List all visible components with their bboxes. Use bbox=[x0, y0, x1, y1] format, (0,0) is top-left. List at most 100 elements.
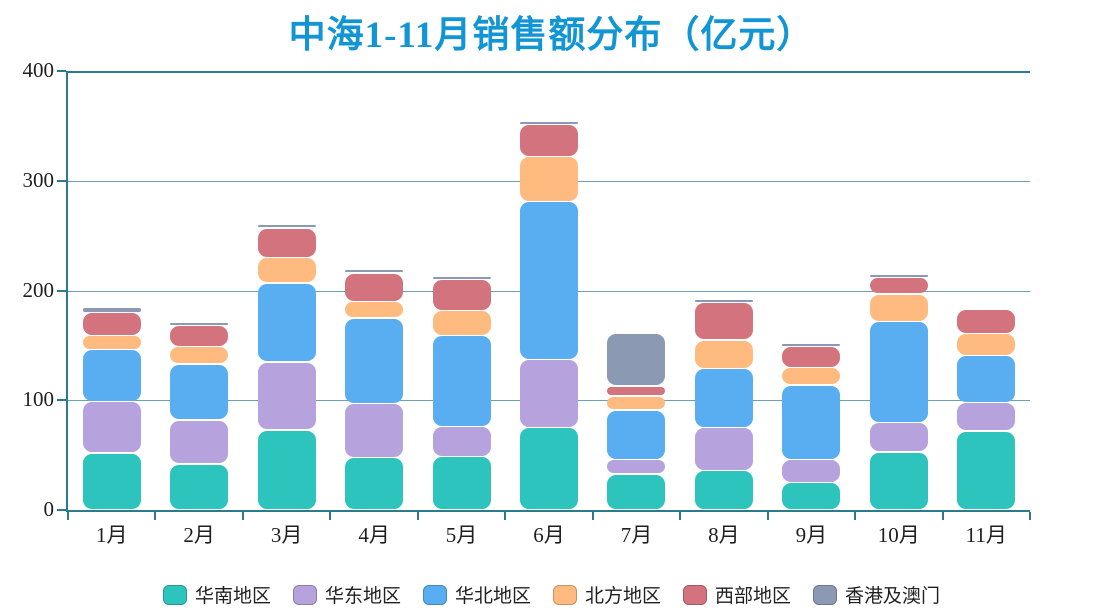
legend-item-华北地区: 华北地区 bbox=[422, 581, 531, 608]
bar-segment-华南地区 bbox=[694, 471, 753, 510]
y-axis-tick bbox=[57, 70, 66, 72]
bar-segment-华东地区 bbox=[957, 403, 1016, 431]
bar-segment-华北地区 bbox=[82, 350, 141, 401]
bar-segment-华北地区 bbox=[782, 385, 841, 459]
bar-segment-西部地区 bbox=[432, 280, 491, 310]
bar-segment-华南地区 bbox=[82, 453, 141, 510]
x-axis-label: 11月 bbox=[965, 523, 1007, 547]
bar-segment-华东地区 bbox=[694, 428, 753, 470]
bar-segment-香港及澳门 bbox=[170, 323, 229, 325]
bar-segment-华东地区 bbox=[345, 404, 404, 457]
y-axis-label: 400 bbox=[22, 58, 55, 82]
bar-segment-华南地区 bbox=[345, 458, 404, 510]
bar-segment-西部地区 bbox=[82, 313, 141, 335]
legend-item-西部地区: 西部地区 bbox=[683, 581, 791, 608]
legend-label: 西部地区 bbox=[715, 586, 792, 607]
chart-title: 中海1-11月销售额分布（亿元） bbox=[288, 15, 815, 56]
bar-segment-香港及澳门 bbox=[432, 276, 491, 279]
bar-segment-华南地区 bbox=[170, 464, 229, 510]
x-axis-label: 8月 bbox=[708, 523, 740, 547]
y-axis-tick bbox=[57, 289, 66, 292]
bar-segment-北方地区 bbox=[694, 340, 753, 368]
bar-segment-北方地区 bbox=[869, 294, 928, 321]
bar-segment-香港及澳门 bbox=[82, 307, 141, 312]
y-axis-label: 300 bbox=[22, 167, 55, 192]
x-axis-label: 7月 bbox=[620, 523, 653, 547]
x-axis-tick bbox=[241, 512, 244, 520]
bar-segment-香港及澳门 bbox=[345, 270, 404, 273]
bar-segment-北方地区 bbox=[957, 334, 1016, 355]
legend-item-北方地区: 北方地区 bbox=[553, 581, 661, 608]
x-axis-tick bbox=[679, 512, 682, 520]
bar-segment-香港及澳门 bbox=[782, 343, 841, 346]
bar-segment-华东地区 bbox=[82, 402, 141, 453]
bar-segment-西部地区 bbox=[520, 125, 578, 156]
bar-segment-华北地区 bbox=[345, 318, 404, 403]
bar-segment-华北地区 bbox=[170, 364, 229, 420]
bar-segment-北方地区 bbox=[345, 302, 404, 318]
bar-segment-华东地区 bbox=[170, 420, 229, 464]
bar-segment-华北地区 bbox=[694, 369, 753, 427]
x-axis-label: 10月 bbox=[877, 523, 920, 547]
bar-segment-华东地区 bbox=[869, 422, 928, 452]
bar-segment-北方地区 bbox=[520, 157, 578, 201]
bar-segment-香港及澳门 bbox=[869, 274, 928, 277]
x-axis-label: 4月 bbox=[358, 523, 390, 547]
bar-segment-华南地区 bbox=[957, 431, 1016, 510]
bar-segment-华南地区 bbox=[869, 452, 928, 510]
bar-segment-华南地区 bbox=[782, 483, 841, 510]
bar-segment-西部地区 bbox=[257, 228, 316, 257]
x-axis-tick bbox=[154, 512, 157, 520]
x-axis-tick bbox=[854, 512, 857, 520]
bar-segment-香港及澳门 bbox=[607, 334, 666, 386]
y-axis-tick bbox=[57, 509, 66, 511]
legend-label: 香港及澳门 bbox=[845, 586, 941, 607]
bar-segment-华北地区 bbox=[257, 283, 316, 362]
bar-segment-华南地区 bbox=[520, 428, 578, 510]
x-axis-tick bbox=[329, 512, 332, 520]
legend-swatch-icon bbox=[162, 584, 187, 605]
x-axis-label: 6月 bbox=[533, 523, 565, 547]
y-axis-label: 200 bbox=[22, 277, 55, 302]
bar-segment-北方地区 bbox=[432, 310, 491, 335]
bar-segment-北方地区 bbox=[82, 336, 141, 350]
y-axis-tick bbox=[57, 399, 66, 402]
legend-swatch-icon bbox=[683, 584, 708, 605]
bar-segment-香港及澳门 bbox=[694, 300, 753, 302]
x-axis-label: 9月 bbox=[795, 523, 828, 547]
legend-item-香港及澳门: 香港及澳门 bbox=[813, 581, 940, 608]
bar-segment-华东地区 bbox=[257, 362, 316, 430]
legend-swatch-icon bbox=[553, 584, 577, 605]
bar-segment-华东地区 bbox=[607, 460, 666, 474]
bar-segment-华南地区 bbox=[432, 456, 491, 510]
bar-segment-北方地区 bbox=[782, 368, 841, 385]
bar-segment-西部地区 bbox=[694, 303, 753, 340]
bar-segment-西部地区 bbox=[957, 309, 1016, 333]
legend-label: 华北地区 bbox=[454, 586, 531, 607]
x-axis-label: 2月 bbox=[183, 523, 215, 547]
bar-segment-华东地区 bbox=[432, 427, 491, 456]
bar-segment-华南地区 bbox=[607, 474, 666, 510]
y-axis-label: 0 bbox=[43, 497, 55, 521]
y-axis-label: 100 bbox=[22, 387, 55, 412]
bar-segment-北方地区 bbox=[170, 347, 229, 364]
legend-item-华东地区: 华东地区 bbox=[292, 581, 401, 608]
y-axis-tick bbox=[57, 179, 66, 182]
x-axis-tick bbox=[941, 512, 944, 520]
x-axis-tick bbox=[416, 512, 419, 520]
legend-label: 华东地区 bbox=[324, 586, 401, 607]
bar-segment-西部地区 bbox=[345, 273, 404, 301]
legend: 华南地区 华东地区 华北地区 北方地区 西部地区 香港及澳门 bbox=[0, 581, 1103, 608]
legend-swatch-icon bbox=[422, 584, 447, 605]
x-axis-label: 3月 bbox=[270, 523, 303, 547]
legend-label: 华南地区 bbox=[194, 586, 271, 607]
bar-segment-华北地区 bbox=[607, 410, 666, 459]
bar-segment-北方地区 bbox=[607, 396, 666, 410]
y-axis-line bbox=[66, 71, 68, 510]
bar-segment-香港及澳门 bbox=[257, 225, 316, 228]
x-axis-label: 1月 bbox=[95, 523, 128, 547]
x-axis-line bbox=[66, 510, 1030, 512]
bar-segment-华北地区 bbox=[957, 355, 1016, 402]
legend-label: 北方地区 bbox=[585, 586, 662, 607]
